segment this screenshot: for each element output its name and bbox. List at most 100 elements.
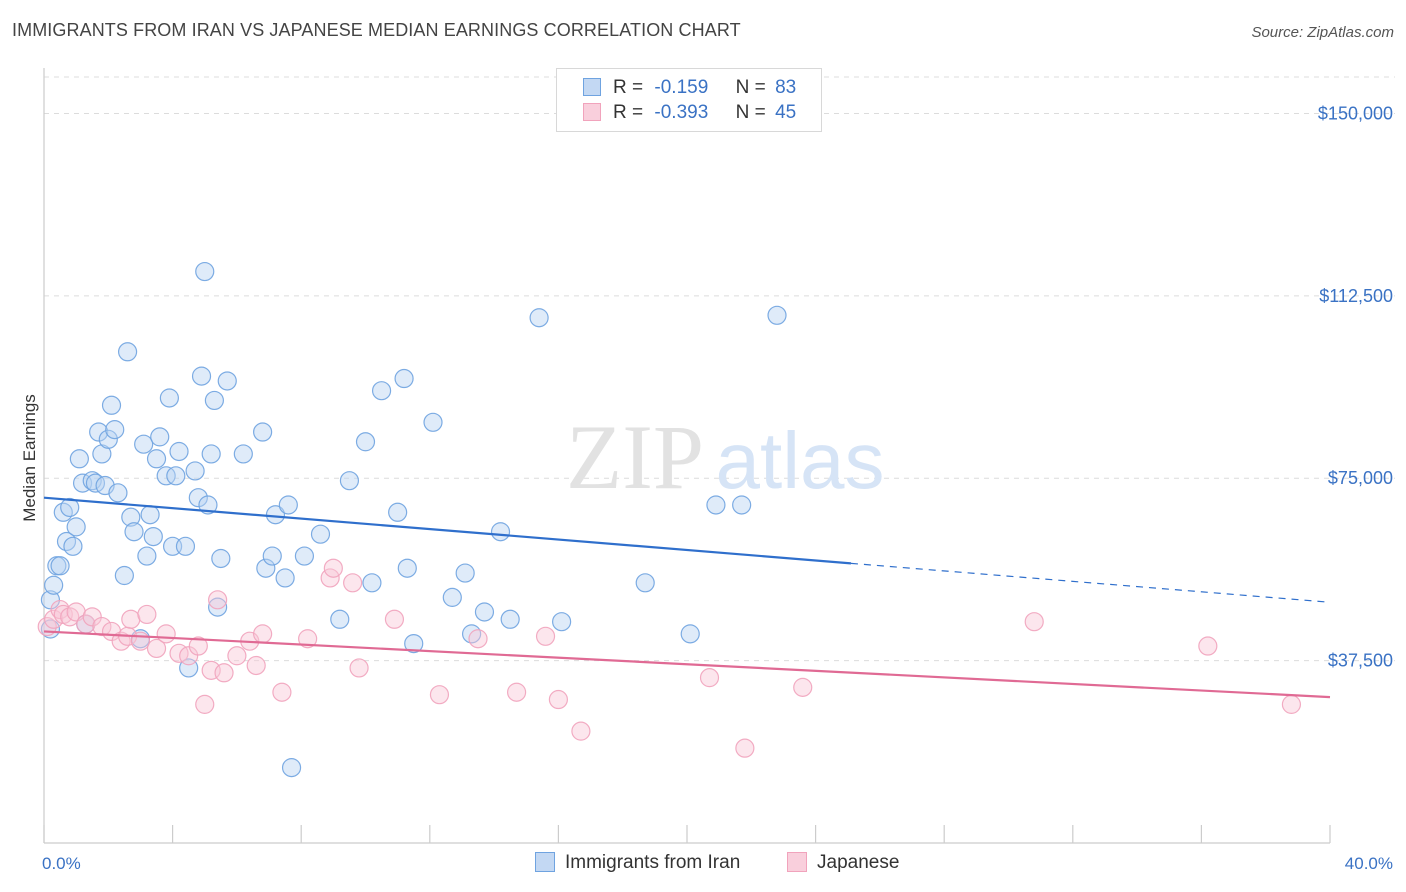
iran-point-68 [404, 633, 424, 654]
japanese-point-23 [214, 663, 234, 683]
y-axis-label: Median Earnings [20, 394, 39, 522]
iran-point-22 [114, 565, 134, 586]
japanese-point-22 [208, 590, 228, 610]
bottom-legend-iran: Immigrants from Iran [535, 852, 740, 874]
legend-n-value-japanese: 45 [775, 102, 797, 123]
y-tick-label: $150,000 [1318, 103, 1393, 123]
y-tick-labels: $37,500 $75,000 $112,500 $150,000 [1318, 103, 1393, 670]
legend-r-value-japanese: -0.393 [654, 102, 709, 123]
legend-n-label: N = [735, 102, 766, 123]
iran-point-76 [529, 308, 549, 328]
iran-point-34 [159, 388, 179, 408]
japanese-point-15 [146, 638, 167, 659]
iran-point-20 [105, 420, 125, 440]
iran-point-42 [191, 366, 212, 386]
japanese-point-7 [82, 607, 102, 627]
iran-point-70 [442, 587, 462, 607]
japanese-point-43 [793, 677, 813, 697]
iran-point-8 [63, 536, 83, 556]
iran-point-79 [680, 624, 700, 644]
iran-point-19 [101, 395, 122, 415]
japanese-point-36 [468, 629, 488, 649]
japanese-point-19 [188, 636, 208, 656]
japanese-point-13 [130, 631, 151, 651]
iran-point-74 [490, 522, 511, 542]
iran-point-69 [423, 412, 443, 432]
iran-point-78 [635, 573, 655, 593]
trend-line-iran [43, 496, 852, 565]
japanese-point-8 [92, 616, 112, 637]
japanese-point-45 [1198, 636, 1218, 656]
japanese-point-39 [548, 689, 569, 710]
x-tick-label-max: 40.0% [1345, 854, 1393, 873]
japanese-point-40 [571, 721, 591, 741]
japanese-point-20 [195, 694, 215, 714]
iran-point-23 [117, 342, 138, 362]
y-tick-label: $37,500 [1328, 651, 1393, 671]
iran-point-36 [166, 466, 186, 486]
japanese-point-38 [535, 626, 556, 646]
japanese-point-1 [44, 609, 64, 629]
legend-swatch-iran [583, 78, 601, 96]
iran-point-63 [362, 573, 382, 593]
japanese-point-35 [429, 685, 450, 705]
iran-point-44 [198, 495, 218, 515]
iran-point-15 [89, 422, 109, 442]
japanese-point-41 [699, 668, 720, 688]
bottom-legend-label-japanese: Japanese [817, 852, 900, 873]
iran-point-33 [156, 466, 176, 486]
iran-point-7 [60, 497, 80, 518]
x-tick-label-min: 0.0% [42, 854, 81, 873]
axes [43, 68, 1331, 844]
iran-point-40 [185, 461, 205, 481]
source-label: Source: ZipAtlas.com [1251, 24, 1394, 41]
iran-point-62 [355, 432, 376, 452]
japanese-point-28 [272, 682, 292, 702]
iran-point-31 [146, 449, 167, 469]
legend-row-japanese: R = -0.393 N = 45 [583, 102, 796, 126]
y-tick-label: $75,000 [1328, 468, 1393, 488]
iran-point-60 [330, 609, 350, 629]
watermark-atlas: atlas [716, 416, 885, 505]
japanese-point-42 [735, 738, 755, 758]
iran-point-45 [201, 444, 221, 464]
japanese-point-37 [507, 682, 527, 702]
iran-point-18 [98, 429, 118, 449]
japanese-point-26 [246, 655, 266, 676]
iran-point-56 [278, 495, 298, 515]
legend-r-label: R = [613, 77, 644, 98]
iran-point-52 [256, 558, 276, 578]
iran-point-75 [500, 609, 520, 629]
correlation-legend: R = -0.159 N = 83 R = -0.393 N = 45 [556, 68, 822, 132]
japanese-point-18 [179, 646, 199, 666]
iran-point-41 [188, 488, 208, 508]
iran-point-2 [44, 575, 64, 595]
iran-point-30 [143, 526, 163, 547]
iran-point-61 [339, 471, 360, 491]
japanese-point-24 [227, 646, 247, 666]
iran-point-48 [211, 548, 231, 569]
japanese-point-31 [323, 558, 343, 578]
iran-point-24 [121, 507, 141, 527]
iran-point-25 [124, 522, 144, 542]
iran-point-67 [397, 558, 417, 578]
iran-point-43 [195, 261, 215, 282]
y-tick-label: $112,500 [1319, 286, 1393, 306]
japanese-point-27 [253, 624, 273, 644]
iran-point-66 [394, 368, 414, 389]
iran-point-65 [388, 502, 408, 522]
iran-point-58 [294, 546, 315, 566]
japanese-point-16 [156, 624, 176, 644]
japanese-point-14 [137, 604, 157, 625]
iran-point-37 [169, 441, 189, 462]
chart-title: IMMIGRANTS FROM IRAN VS JAPANESE MEDIAN … [12, 20, 741, 40]
series-iran-points [40, 261, 787, 778]
japanese-point-44 [1024, 612, 1044, 632]
iran-point-49 [217, 371, 237, 391]
iran-point-13 [82, 471, 102, 491]
bottom-legend-swatch-japanese [787, 852, 807, 872]
iran-point-73 [474, 602, 495, 622]
legend-swatch-japanese [583, 103, 601, 121]
iran-point-50 [233, 444, 253, 464]
